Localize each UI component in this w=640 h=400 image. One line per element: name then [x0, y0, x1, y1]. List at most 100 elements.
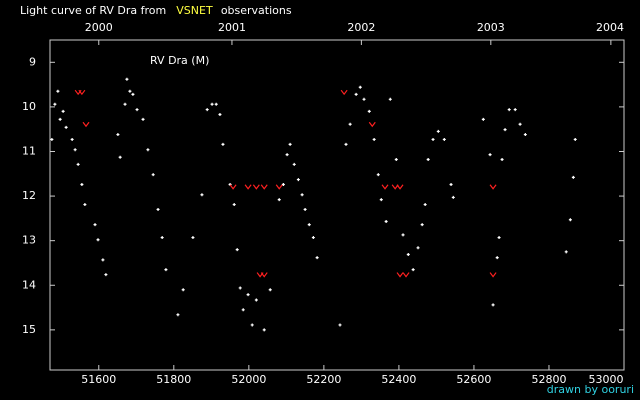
data-point — [436, 129, 440, 133]
data-point — [573, 137, 577, 141]
data-point — [141, 117, 145, 121]
data-point — [307, 223, 311, 227]
x2-tick-label: 2003 — [477, 21, 505, 34]
data-point — [379, 198, 383, 202]
data-point — [50, 137, 54, 141]
data-point — [497, 236, 501, 240]
upper-limit-marker — [391, 184, 399, 190]
data-point — [116, 133, 120, 137]
data-point — [135, 108, 139, 112]
data-point — [416, 246, 420, 250]
data-point — [250, 323, 254, 327]
data-point — [358, 85, 362, 89]
data-point — [76, 162, 80, 166]
data-point — [53, 102, 57, 106]
upper-limit-marker — [396, 272, 404, 278]
chart-title: Light curve of RV Dra from VSNET observati… — [20, 4, 292, 17]
data-point — [344, 142, 348, 146]
data-point — [376, 173, 380, 177]
data-point — [388, 97, 392, 101]
data-point — [205, 108, 209, 112]
data-point — [571, 175, 575, 179]
data-point — [442, 137, 446, 141]
data-point — [296, 178, 300, 182]
data-point — [503, 128, 507, 132]
data-point — [246, 293, 250, 297]
data-point — [156, 207, 160, 211]
data-point — [311, 236, 315, 240]
x-tick-label: 51600 — [81, 373, 116, 386]
x-tick-label: 52600 — [456, 373, 491, 386]
data-point — [372, 137, 376, 141]
data-point — [164, 268, 168, 272]
data-point — [73, 148, 77, 152]
data-point — [406, 253, 410, 256]
data-point — [362, 97, 366, 101]
data-point — [128, 89, 132, 93]
data-point — [277, 198, 281, 202]
data-point — [268, 288, 272, 292]
data-point — [564, 250, 568, 254]
data-point — [64, 125, 68, 129]
data-point — [481, 117, 485, 121]
data-point — [411, 268, 415, 272]
upper-limit-marker — [78, 89, 86, 96]
data-point — [449, 182, 453, 186]
data-point — [451, 195, 455, 199]
upper-limit-marker — [340, 89, 348, 96]
upper-limit-marker — [368, 121, 376, 128]
data-point — [401, 233, 405, 237]
upper-limit-marker — [244, 184, 252, 190]
data-point — [80, 182, 84, 186]
data-point — [214, 102, 218, 106]
data-point — [303, 207, 307, 211]
data-point — [221, 142, 225, 146]
data-point — [93, 223, 97, 227]
y-tick-label: 12 — [22, 189, 36, 202]
data-point — [104, 273, 108, 277]
data-point — [507, 108, 511, 112]
data-point — [348, 122, 352, 126]
data-point — [300, 193, 304, 197]
x-tick-label: 52400 — [381, 373, 416, 386]
upper-limit-marker — [252, 184, 260, 190]
x-tick-label: 51800 — [156, 373, 191, 386]
data-point — [131, 92, 135, 96]
data-point — [160, 236, 164, 240]
data-point — [151, 173, 155, 177]
y-tick-label: 10 — [22, 100, 36, 113]
data-point — [354, 92, 358, 96]
data-point — [101, 258, 105, 262]
data-point — [315, 256, 319, 260]
data-point — [262, 328, 266, 332]
data-point — [218, 112, 222, 116]
annotation: RV Dra (M) — [150, 54, 209, 67]
data-point — [500, 158, 504, 162]
data-point — [338, 323, 342, 327]
upper-limit-marker — [260, 184, 268, 190]
x-tick-label: 52200 — [306, 373, 341, 386]
data-point — [118, 155, 122, 159]
data-point — [210, 102, 214, 106]
data-point — [367, 109, 371, 113]
x-tick-label: 52800 — [531, 373, 566, 386]
y-tick-label: 11 — [22, 144, 36, 157]
data-point — [495, 256, 499, 260]
data-point — [491, 303, 495, 307]
x2-tick-label: 2001 — [218, 21, 246, 34]
x2-tick-label: 2002 — [347, 21, 375, 34]
data-point — [70, 137, 74, 141]
data-point — [238, 286, 242, 290]
data-point — [254, 298, 258, 302]
data-point — [181, 288, 185, 292]
x2-tick-label: 2000 — [85, 21, 113, 34]
data-point — [232, 203, 236, 207]
credit: drawn by ooruri — [547, 383, 634, 396]
data-point — [123, 102, 127, 106]
data-point — [61, 109, 65, 113]
data-point — [288, 142, 292, 146]
y-tick-label: 14 — [22, 278, 36, 291]
upper-limit-marker — [489, 184, 497, 190]
x-tick-label: 52000 — [231, 373, 266, 386]
